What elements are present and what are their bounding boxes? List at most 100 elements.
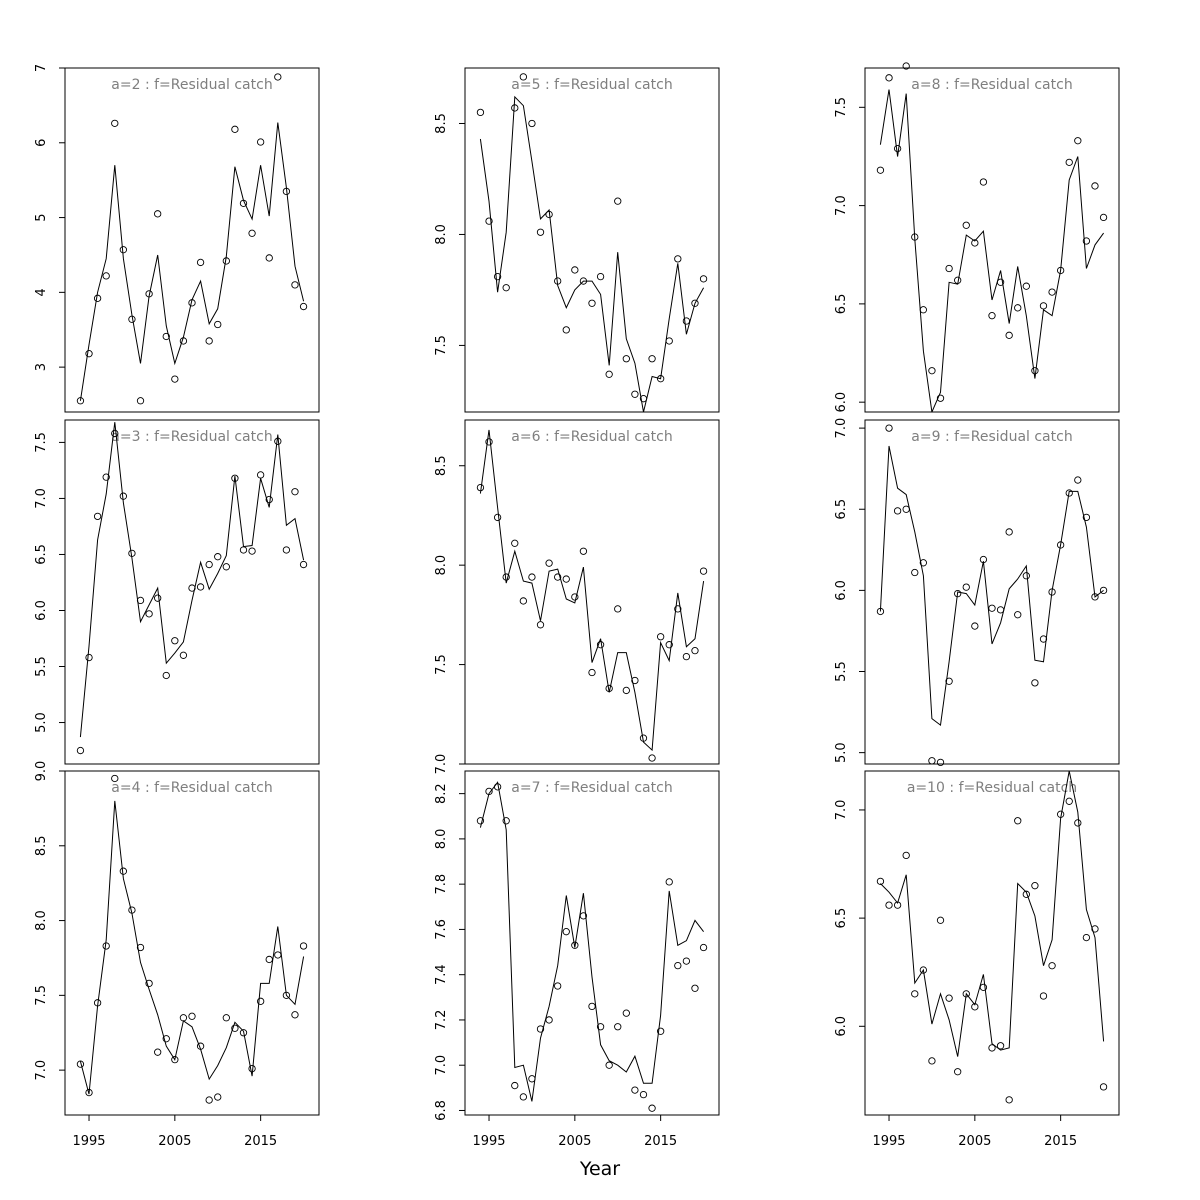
observed-point xyxy=(911,568,919,577)
observed-point xyxy=(291,281,299,289)
observed-point xyxy=(493,513,502,522)
observed-point xyxy=(485,438,493,446)
panel-a9: a=9 : f=Residual catch 5.0 5.5 6.0 6.5 7.0 xyxy=(834,418,1120,767)
observed-point xyxy=(1014,304,1022,312)
observed-point xyxy=(971,239,979,247)
observed-point xyxy=(928,1057,936,1065)
panel-a2: a=2 : f=Residual catch 3 4 5 6 7 xyxy=(34,64,320,413)
observed-point xyxy=(1082,933,1091,942)
observed-point xyxy=(214,320,222,329)
observed-point xyxy=(656,1027,665,1035)
fitted-line xyxy=(479,95,705,412)
plot-frame xyxy=(64,419,320,765)
plot-frame xyxy=(464,419,720,765)
observed-point xyxy=(1039,302,1048,310)
observed-point xyxy=(1022,572,1030,580)
observed-point xyxy=(171,1056,179,1064)
plot-frame xyxy=(64,67,320,413)
observed-point xyxy=(554,982,562,990)
plot-frame xyxy=(864,770,1120,1116)
observed-point xyxy=(885,901,893,909)
y-tick-label: 7.2 xyxy=(434,1010,449,1031)
y-tick-label: 6 xyxy=(34,139,49,147)
y-tick-label: 6.0 xyxy=(834,392,849,413)
observed-point xyxy=(911,990,919,998)
observed-point xyxy=(648,1104,656,1112)
observed-point xyxy=(188,1012,196,1020)
observed-point xyxy=(614,1023,622,1031)
observed-point xyxy=(605,1061,613,1069)
observed-point xyxy=(648,754,656,762)
observed-point xyxy=(248,547,256,555)
panel-a5: a=5 : f=Residual catch 7.5 8.0 8.5 xyxy=(434,67,720,413)
y-tick-label: 7.0 xyxy=(834,195,849,216)
observed-point xyxy=(119,867,128,875)
y-tick-label: 7 xyxy=(34,64,49,72)
observed-point xyxy=(631,390,639,398)
observed-point xyxy=(588,668,596,677)
observed-point xyxy=(502,817,510,825)
observed-point xyxy=(588,299,596,307)
panel-title: a=3 : f=Residual catch xyxy=(111,429,272,445)
y-tick-label: 8.0 xyxy=(434,224,449,245)
observed-point xyxy=(111,774,119,783)
observed-point xyxy=(85,350,93,358)
y-tick-label: 8.2 xyxy=(434,783,449,804)
observed-point xyxy=(1074,476,1082,484)
observed-point xyxy=(205,1096,213,1104)
observed-point xyxy=(1014,611,1022,619)
x-tick-label: 2005 xyxy=(558,1134,591,1149)
observed-point xyxy=(205,560,213,569)
observed-point xyxy=(648,355,656,363)
y-tick-label: 7.5 xyxy=(434,335,449,356)
observed-point xyxy=(102,272,110,280)
observed-point xyxy=(231,474,239,482)
observed-point xyxy=(988,312,996,320)
observed-point xyxy=(691,984,699,992)
observed-point xyxy=(519,73,528,81)
observed-point xyxy=(171,375,179,383)
observed-point xyxy=(665,878,673,886)
y-tick-label: 7.0 xyxy=(834,800,849,821)
observed-point xyxy=(1005,528,1013,536)
observed-point xyxy=(196,583,205,591)
observed-point xyxy=(299,942,308,950)
y-tick-label: 8.0 xyxy=(434,829,449,850)
observed-point xyxy=(674,961,682,970)
panel-a3: a=3 : f=Residual catch 5.0 5.5 6.0 6.5 7.0 7.5 xyxy=(34,419,320,765)
observed-point xyxy=(1014,817,1022,825)
panel-title: a=2 : f=Residual catch xyxy=(111,77,272,93)
observed-point xyxy=(699,567,708,575)
panel-title: a=5 : f=Residual catch xyxy=(511,77,672,93)
observed-point xyxy=(639,1090,648,1099)
observed-point xyxy=(893,507,902,515)
y-tick-label: 6.0 xyxy=(34,600,49,621)
observed-point xyxy=(511,1081,519,1090)
observed-point xyxy=(136,943,145,952)
observed-point xyxy=(622,686,630,695)
observed-point xyxy=(1091,925,1099,933)
observed-point xyxy=(876,877,885,885)
observed-point xyxy=(536,1025,545,1033)
observed-point xyxy=(162,671,170,680)
observed-point xyxy=(291,1011,299,1019)
observed-point xyxy=(1091,182,1099,190)
observed-point xyxy=(545,1016,553,1024)
observed-point xyxy=(691,647,699,655)
observed-point xyxy=(511,104,519,112)
observed-point xyxy=(154,210,162,218)
observed-point xyxy=(562,575,570,583)
y-tick-label: 7.6 xyxy=(434,919,449,940)
observed-point xyxy=(171,637,179,645)
observed-point xyxy=(596,272,605,281)
observed-point xyxy=(102,473,110,481)
observed-point xyxy=(502,284,510,292)
observed-point xyxy=(282,546,291,554)
y-tick-label: 7.0 xyxy=(34,488,49,509)
observed-point xyxy=(954,589,962,598)
observed-point xyxy=(1005,331,1013,339)
observed-point xyxy=(1074,137,1082,145)
observed-point xyxy=(988,1044,996,1052)
panel-title: a=8 : f=Residual catch xyxy=(911,77,1072,93)
observed-point xyxy=(493,272,502,281)
